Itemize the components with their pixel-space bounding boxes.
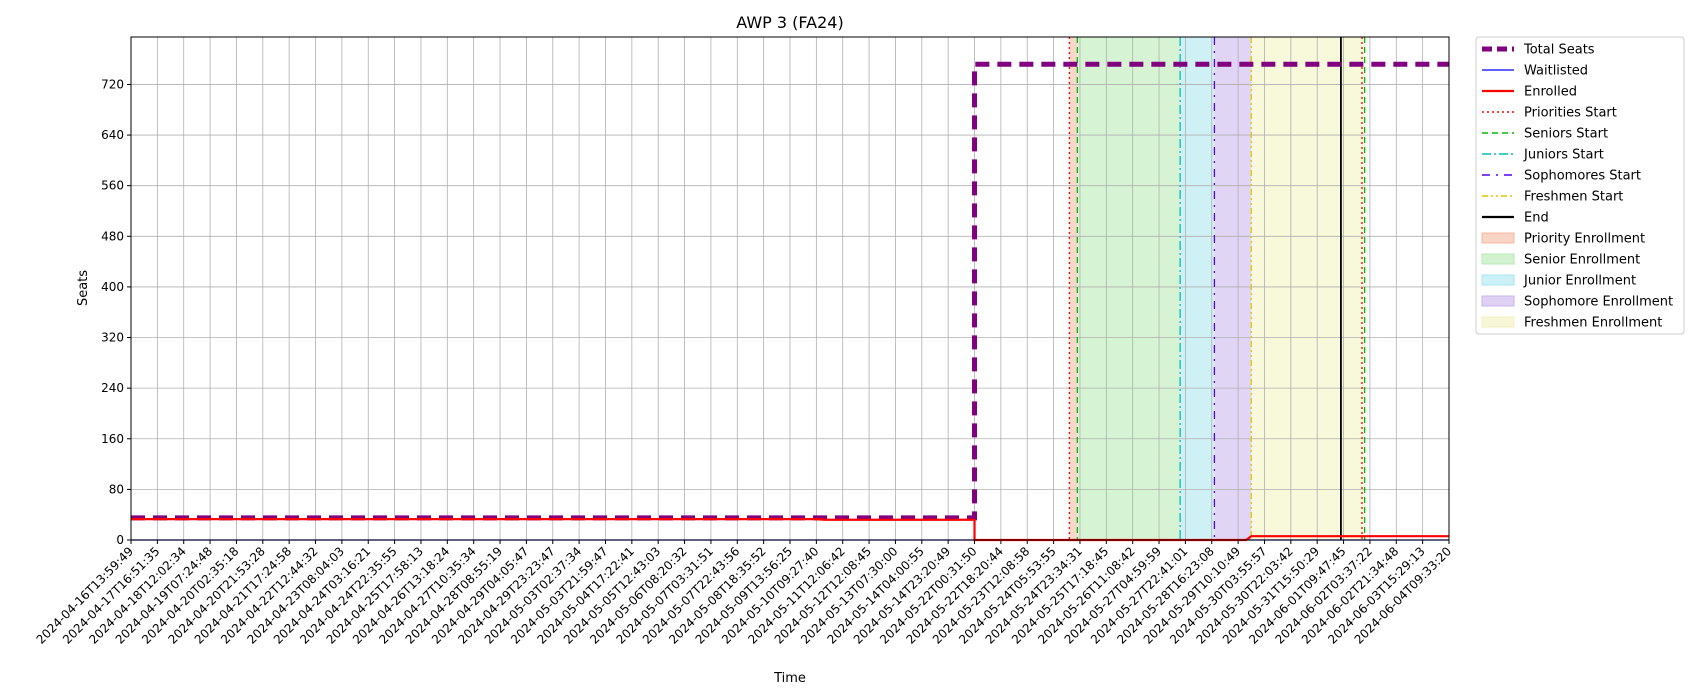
period-band-3 [1214,37,1252,540]
legend-label: Senior Enrollment [1524,253,1640,268]
legend-swatch [1481,274,1515,286]
y-tick-label: 480 [101,229,124,243]
legend-label: Sophomores Start [1524,169,1641,184]
legend-label: Priority Enrollment [1524,232,1645,247]
legend-label: Waitlisted [1524,64,1588,79]
period-band-1 [1077,37,1181,540]
chart-legend: Total Seats Waitlisted Enrolled Priorities … [1475,36,1685,335]
y-tick-label: 160 [101,432,124,446]
period-band-4 [1251,37,1365,540]
x-axis-label: Time [773,671,806,686]
period-band-2 [1180,37,1215,540]
y-tick-label: 560 [101,179,124,193]
legend-label: Enrolled [1524,85,1577,100]
series-0 [131,61,1449,521]
legend-label: Junior Enrollment [1523,274,1636,289]
period-band-0 [1069,37,1078,540]
legend-label: Seniors Start [1524,127,1608,142]
legend-label: Total Seats [1523,43,1595,58]
legend-label: Freshmen Start [1524,190,1623,205]
legend-label: Juniors Start [1523,148,1604,163]
series-2 [131,518,1449,542]
legend-box [1475,36,1685,335]
y-tick-label: 80 [109,482,124,496]
legend-label: Priorities Start [1524,106,1617,121]
legend-swatch [1481,232,1515,244]
phase-markers [1068,37,1366,540]
y-tick-label: 0 [116,533,124,547]
y-tick-label: 240 [101,381,124,395]
legend-swatch [1481,316,1515,328]
chart-title: AWP 3 (FA24) [736,13,843,32]
y-tick-label: 640 [101,128,124,142]
y-tick-label: 400 [101,280,124,294]
y-tick-label: 720 [101,77,124,91]
legend-swatch [1481,253,1515,265]
grid-lines [130,37,1450,541]
enrollment-periods [1069,37,1365,540]
legend-label: End [1524,211,1549,226]
y-tick-label: 320 [101,331,124,345]
x-axis-ticks: 2024-04-16T13:59:492024-04-17T16:51:3520… [34,540,1454,647]
legend-label: Freshmen Enrollment [1524,316,1662,331]
y-axis-ticks: 0 80 160 240 320 400 480 560 640 720 [101,77,131,547]
legend-label: Sophomore Enrollment [1524,295,1673,310]
legend-swatch [1481,295,1515,307]
y-axis-label: Seats [76,270,91,306]
